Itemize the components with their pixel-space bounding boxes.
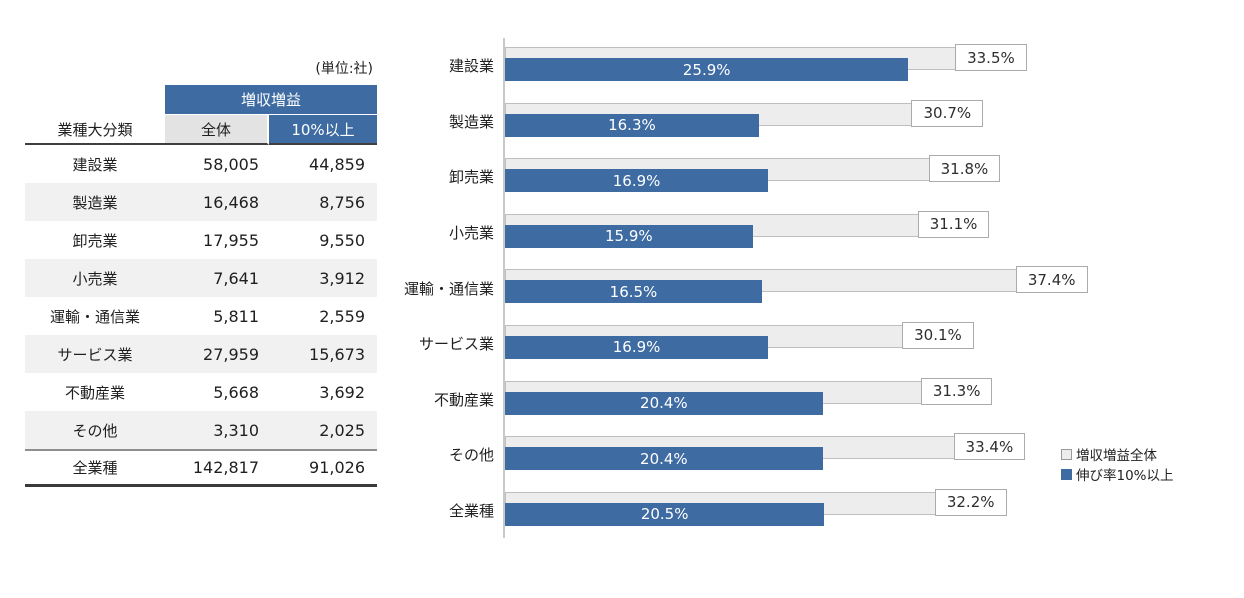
bar-total-value-label: 31.8% [928, 155, 1001, 183]
table-row: 小売業 7,641 3,912 [25, 259, 378, 297]
table-row: 卸売業 17,955 9,550 [25, 221, 377, 259]
legend-item-10plus: 伸び率10%以上 [1061, 464, 1174, 484]
chart-row: 運輸・通信業 37.4% 16.5% [403, 260, 1133, 316]
cell-10plus-value: 3,692 [319, 382, 366, 402]
column-header-industry: 業種大分類 [25, 115, 165, 145]
category-label: 不動産業 [433, 390, 494, 409]
chart-row: 卸売業 31.8% 16.9% [408, 149, 1133, 205]
cell-total-value: 142,817 [165, 449, 269, 487]
bar-series-10plus: 20.5% [505, 502, 825, 526]
cell-total-value: 5,811 [213, 306, 259, 326]
row-label: サービス業 [25, 335, 165, 373]
chart-row: サービス業 30.1% 16.9% [408, 315, 1133, 372]
cell-total-value: 7,641 [165, 259, 269, 297]
table-row: 不動産業 5,668 3,692 [25, 373, 377, 411]
cell-total-value: 27,959 [165, 335, 269, 373]
cell-total-value: 58,005 [203, 154, 259, 174]
category-label: サービス業 [418, 335, 494, 354]
empty-corner-cell [25, 85, 165, 115]
table-row: 建設業 58,005 44,859 [25, 145, 377, 183]
bar-series-10plus: 16.5% [505, 280, 762, 304]
legend-item-total: 増収増益全体 [1061, 444, 1174, 464]
row-label: 製造業 [25, 183, 165, 221]
bar-total-value-label: 33.4% [953, 433, 1026, 461]
plot-area: 30.7% 16.3% [503, 93, 1128, 150]
cell-10plus-value: 3,912 [269, 259, 378, 297]
bar-total-value-label: 30.1% [902, 321, 974, 349]
bar-series-10plus: 16.3% [505, 113, 759, 137]
plot-area: 32.2% 20.5% [503, 482, 1128, 539]
row-label: 小売業 [25, 259, 165, 297]
unit-label: (単位:社) [315, 61, 373, 77]
bar-series-10plus: 25.9% [505, 58, 909, 81]
column-header-total: 全体 [165, 115, 269, 145]
bar-series-10plus: 16.9% [505, 169, 769, 193]
category-label: 小売業 [448, 224, 494, 243]
plot-area: 37.4% 16.5% [503, 260, 1128, 316]
table-row: 全業種 142,817 91,026 [25, 449, 378, 487]
legend-label-10plus: 伸び率10%以上 [1076, 468, 1174, 484]
bar-total-value-label: 31.3% [920, 377, 993, 405]
industry-data-table-panel: (単位:社) 増収増益 業種大分類 全体 10%以上 建設業 58,005 44,8… [25, 58, 378, 487]
bar-total-value-label: 31.1% [917, 210, 990, 238]
cell-10plus-value: 9,550 [319, 230, 366, 250]
group-header-cell: 増収増益 [165, 85, 378, 115]
legend-swatch-blue [1061, 468, 1072, 480]
table-row: 製造業 16,468 8,756 [25, 183, 378, 221]
bar-total-value-label: 32.2% [934, 488, 1007, 516]
table-row: 運輸・通信業 5,811 2,559 [25, 297, 377, 335]
category-label: 卸売業 [448, 168, 494, 187]
plot-area: 33.4% 20.4% [503, 427, 1128, 483]
bar-series-10plus: 16.9% [505, 335, 769, 359]
bar-series-10plus: 20.4% [505, 391, 823, 415]
bar-total-value-label: 30.7% [911, 99, 984, 127]
table-row: サービス業 27,959 15,673 [25, 335, 378, 373]
row-label: 全業種 [25, 449, 165, 487]
row-label: 不動産業 [64, 383, 125, 402]
table-column-header-row: 業種大分類 全体 10%以上 [25, 115, 378, 145]
industry-table: 増収増益 業種大分類 全体 10%以上 建設業 58,005 44,859 製造業 16… [25, 85, 378, 487]
bar-series-10plus: 15.9% [505, 224, 753, 248]
plot-area: 31.8% 16.9% [503, 149, 1128, 205]
table-group-header-row: 増収増益 [25, 85, 378, 115]
legend-label-total: 増収増益全体 [1076, 448, 1157, 464]
cell-10plus-value: 2,025 [269, 411, 378, 449]
bar-total-value-label: 33.5% [955, 44, 1027, 71]
bar-chart: 建設業 33.5% 25.9% 製造業 30.7% 16.3% 卸売業 31.8% 16.9% 小… [403, 38, 1133, 539]
category-label: 建設業 [448, 57, 494, 76]
bar-total-value-label: 37.4% [1015, 266, 1088, 294]
column-header-10plus: 10%以上 [269, 115, 378, 145]
chart-row: 建設業 33.5% 25.9% [408, 38, 1133, 94]
legend-swatch-gray [1061, 448, 1072, 460]
plot-area: 33.5% 25.9% [503, 38, 1128, 94]
cell-10plus-value: 8,756 [269, 183, 378, 221]
cell-10plus-value: 91,026 [269, 449, 378, 487]
chart-row: 全業種 32.2% 20.5% [408, 482, 1133, 539]
cell-total-value: 16,468 [165, 183, 269, 221]
category-label: 製造業 [448, 112, 494, 131]
cell-10plus-value: 2,559 [319, 306, 366, 326]
row-label: 運輸・通信業 [49, 307, 140, 326]
row-label: その他 [25, 411, 165, 449]
row-label: 卸売業 [72, 231, 118, 250]
category-label: 全業種 [448, 502, 494, 521]
cell-total-value: 5,668 [213, 382, 259, 402]
plot-area: 31.1% 15.9% [503, 204, 1128, 261]
chart-row: 製造業 30.7% 16.3% [408, 93, 1133, 150]
table-row: その他 3,310 2,025 [25, 411, 378, 449]
row-label: 建設業 [72, 155, 118, 174]
plot-area: 31.3% 20.4% [503, 371, 1128, 428]
chart-row: 小売業 31.1% 15.9% [408, 204, 1133, 261]
cell-total-value: 17,955 [203, 230, 259, 250]
chart-row: 不動産業 31.3% 20.4% [408, 371, 1133, 428]
bar-series-10plus: 20.4% [505, 447, 823, 471]
cell-total-value: 3,310 [165, 411, 269, 449]
category-label: その他 [448, 446, 494, 465]
chart-legend: 増収増益全体 伸び率10%以上 [1061, 444, 1174, 484]
cell-10plus-value: 15,673 [269, 335, 378, 373]
chart-row: その他 33.4% 20.4% [408, 427, 1133, 483]
category-label: 運輸・通信業 [403, 279, 494, 298]
plot-area: 30.1% 16.9% [503, 315, 1128, 372]
cell-10plus-value: 44,859 [309, 154, 366, 174]
